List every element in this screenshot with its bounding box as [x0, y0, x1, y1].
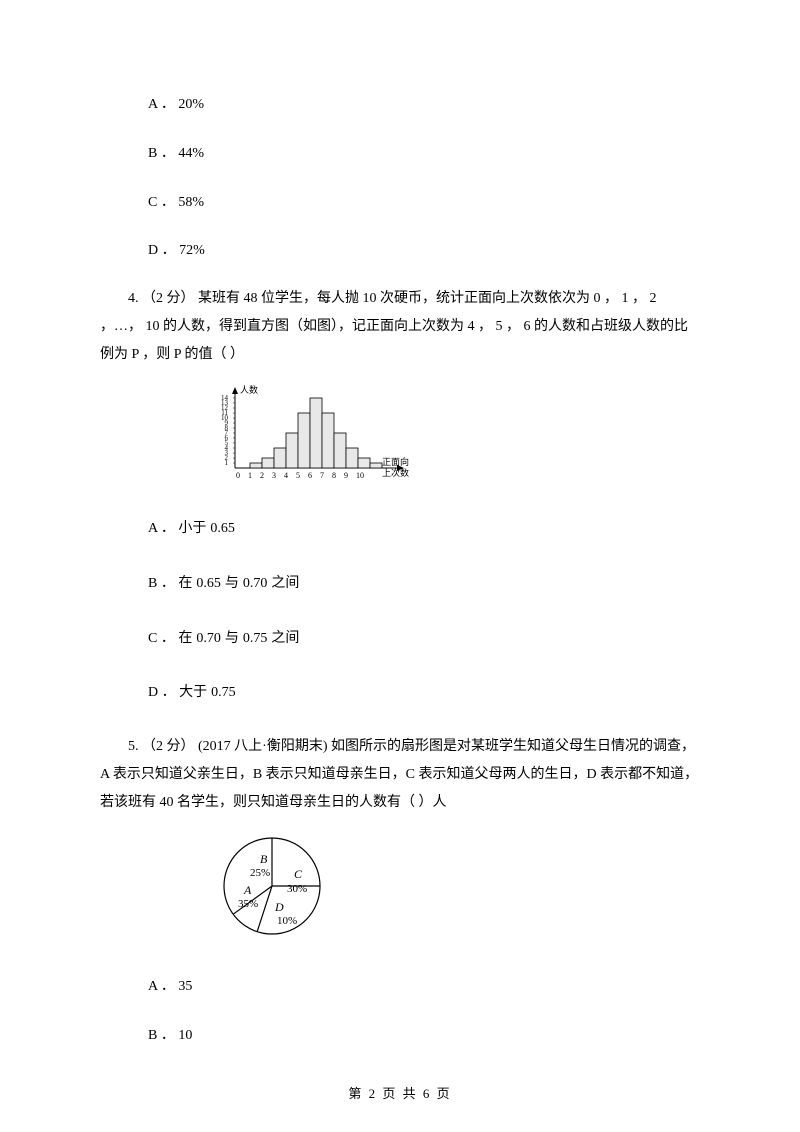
q3-option-d: D ． 72% — [148, 236, 700, 267]
svg-text:30%: 30% — [287, 883, 307, 895]
q4-c-prefix: C ． 在 — [148, 624, 192, 655]
svg-text:6: 6 — [308, 471, 312, 480]
q4-option-c: C ． 在 0.70 与 0.75 之间 — [148, 624, 700, 655]
q4-b-suffix: 之间 — [271, 569, 299, 600]
svg-text:14: 14 — [221, 394, 229, 402]
page-content: A ． 20% B ． 44% C ． 58% D ． 72% 4. （2 分）… — [0, 0, 800, 1052]
q3-option-c: C ． 58% — [148, 188, 700, 219]
q4-c-val2: 0.75 — [243, 624, 268, 655]
q4-c-suffix: 之间 — [271, 624, 299, 655]
q4-a-val: 0.65 — [210, 514, 235, 545]
svg-text:1: 1 — [248, 471, 252, 480]
svg-text:7: 7 — [320, 471, 324, 480]
q4-b-val2: 0.70 — [243, 569, 268, 600]
q4-d-prefix: D ． 大于 — [148, 678, 207, 709]
q4-c-mid: 与 — [225, 624, 239, 655]
q4-option-a: A ． 小于 0.65 — [148, 514, 700, 545]
svg-text:2: 2 — [260, 471, 264, 480]
q4-b-val1: 0.65 — [196, 569, 221, 600]
svg-text:上次数: 上次数 — [382, 467, 409, 478]
q4-text: 4. （2 分） 某班有 48 位学生，每人抛 10 次硬币，统计正面向上次数依… — [100, 285, 700, 369]
q4-c-val1: 0.70 — [196, 624, 221, 655]
q4-histogram: 1 2 3 4 5 6 7 8 9 10 11 12 13 14 — [210, 383, 700, 496]
svg-text:8: 8 — [332, 471, 336, 480]
q3-option-b: B ． 44% — [148, 139, 700, 170]
svg-text:0: 0 — [236, 471, 240, 480]
q4-option-b: B ． 在 0.65 与 0.70 之间 — [148, 569, 700, 600]
svg-text:5: 5 — [296, 471, 300, 480]
svg-text:9: 9 — [344, 471, 348, 480]
svg-text:D: D — [274, 900, 284, 914]
q4-b-mid: 与 — [225, 569, 239, 600]
svg-text:3: 3 — [272, 471, 276, 480]
svg-text:人数: 人数 — [240, 384, 258, 395]
q4-d-val: 0.75 — [211, 678, 236, 709]
svg-text:35%: 35% — [238, 898, 258, 910]
q5-option-a: A ． 35 — [148, 972, 700, 1003]
page-footer: 第 2 页 共 6 页 — [0, 1083, 800, 1102]
svg-text:25%: 25% — [250, 867, 270, 879]
q4-b-prefix: B ． 在 — [148, 569, 192, 600]
q5-pie-chart: B 25% C 30% D 10% A 35% — [210, 831, 700, 954]
svg-text:正面向: 正面向 — [382, 456, 409, 467]
q3-option-a: A ． 20% — [148, 90, 700, 121]
svg-text:10%: 10% — [277, 915, 297, 927]
q5-option-b: B ． 10 — [148, 1021, 700, 1052]
q4-a-prefix: A ． 小于 — [148, 514, 206, 545]
q4-option-d: D ． 大于 0.75 — [148, 678, 700, 709]
svg-text:B: B — [260, 852, 268, 866]
svg-text:C: C — [294, 867, 303, 881]
svg-text:10: 10 — [356, 471, 364, 480]
svg-text:4: 4 — [284, 471, 288, 480]
svg-text:A: A — [243, 883, 252, 897]
q5-text: 5. （2 分） (2017 八上·衡阳期末) 如图所示的扇形图是对某班学生知道… — [100, 733, 700, 817]
